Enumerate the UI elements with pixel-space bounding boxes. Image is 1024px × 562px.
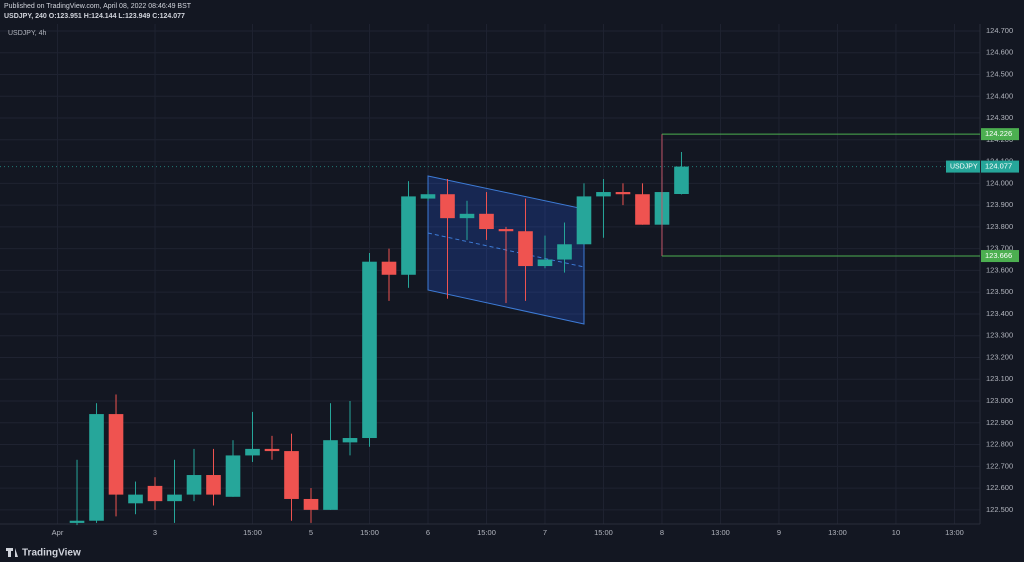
x-tick-label: 15:00 [594,528,613,537]
candle-body [440,194,455,219]
x-tick-label: 8 [660,528,664,537]
x-tick-label: 5 [309,528,313,537]
candle-body [420,194,436,199]
candle-body [89,414,104,521]
x-tick-label: 3 [153,528,157,537]
candle-body [128,494,143,504]
x-tick-label: 15:00 [477,528,496,537]
candle-body [479,213,494,230]
y-tick-label: 123.600 [986,265,1013,274]
candle-body [264,448,280,452]
candle-body [245,448,260,456]
price-level-tag [981,250,1019,263]
y-tick-label: 124.400 [986,91,1013,100]
published-note: Published on TradingView.com, April 08, … [4,3,192,10]
grid [0,24,980,524]
candle-body [167,494,182,502]
y-tick-label: 124.000 [986,178,1013,187]
y-tick-label: 122.800 [986,440,1013,449]
y-tick-label: 124.500 [986,69,1013,78]
y-tick-label: 122.900 [986,418,1013,427]
last-price-symbol-tag [946,160,980,173]
last-price-tag [981,160,1019,173]
brand-logo [6,548,18,557]
y-tick-label: 123.000 [986,396,1013,405]
candle-body [381,261,397,275]
y-tick-label: 124.700 [986,26,1013,35]
x-tick-label: 7 [543,528,547,537]
candle-body [362,261,377,439]
symbol-label: USDJPY, 4h [8,30,46,37]
y-tick-label: 123.700 [986,244,1013,253]
ohlc-header: USDJPY, 240 O:123.951 H:124.144 L:123.94… [4,13,185,20]
candle-body [206,475,221,495]
candle-body [459,213,475,219]
candle-body [401,196,416,275]
candle-body [147,485,163,502]
y-tick-label: 123.500 [986,287,1013,296]
candle-body [615,192,631,195]
x-tick-label: 6 [426,528,430,537]
price-level-label: 123.666 [985,251,1012,260]
candle-body [635,194,650,225]
last-price-label: 124.077 [985,162,1012,171]
candle-body [342,438,358,443]
x-tick-label: 13:00 [828,528,847,537]
plot: 122.500 122.600 122.700 122.800 122.900 123.0… [0,26,1019,537]
y-tick-label: 124.600 [986,48,1013,57]
candle-body [108,414,124,495]
x-tick-label: 13:00 [711,528,730,537]
y-tick-label: 123.400 [986,309,1013,318]
y-tick-label: 122.500 [986,505,1013,514]
candle-body [186,475,202,495]
candle-body [576,196,592,245]
candle-body [225,455,241,497]
price-level-tag [981,128,1019,141]
last-price-symbol: USDJPY [950,163,978,170]
x-tick-label: 9 [777,528,781,537]
candle-body [323,440,338,510]
candle-body [537,259,553,267]
y-tick-label: 123.800 [986,222,1013,231]
y-tick-label: 123.900 [986,200,1013,209]
x-tick-label: 13:00 [945,528,964,537]
x-tick-label: 15:00 [360,528,379,537]
candle-body [69,520,85,523]
candle-body [498,229,514,232]
candle-body [674,166,689,195]
x-tick-label: 10 [892,528,900,537]
candle-body [557,244,572,260]
x-tick-label: Apr [52,528,64,537]
candle-body [518,231,533,267]
candle-body [284,451,299,499]
candle-body [303,498,319,510]
y-tick-label: 123.200 [986,352,1013,361]
x-tick-label: 15:00 [243,528,262,537]
y-tick-label: 122.700 [986,461,1013,470]
brand-name: TradingView [22,548,81,559]
y-tick-label: 122.600 [986,483,1013,492]
y-tick-label: 123.300 [986,331,1013,340]
y-tick-label: 123.100 [986,374,1013,383]
y-tick-label: 124.300 [986,113,1013,122]
candle-body [596,192,611,197]
price-level-label: 124.226 [985,129,1012,138]
